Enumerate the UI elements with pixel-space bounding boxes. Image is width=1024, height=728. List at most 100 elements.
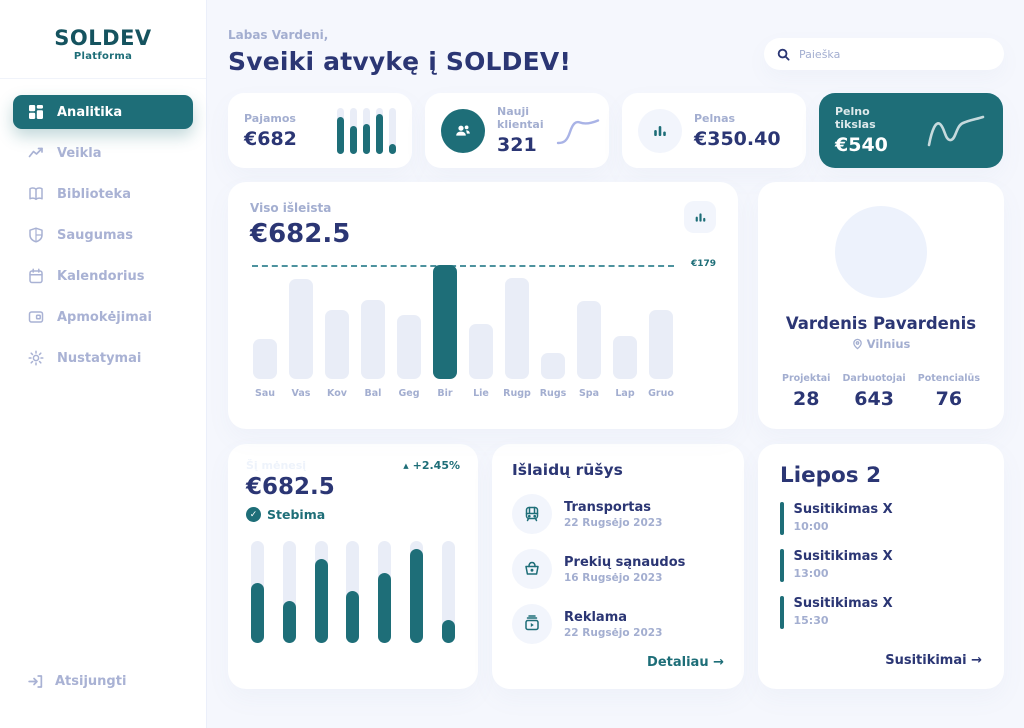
stat-card-row: Pajamos €682 Nauji klientai 321 — [228, 93, 1004, 168]
meeting-text: Susitikimas X 13:00 — [794, 549, 893, 582]
book-icon — [28, 186, 44, 202]
expense-item-reklama[interactable]: Reklama 22 Rugsėjo 2023 — [512, 604, 724, 644]
greeting-label: Labas Vardeni, — [228, 28, 329, 42]
logout-button[interactable]: Atsijungti — [27, 673, 126, 690]
monthly-spend-chart: €179 Sau Vas Kov Bal Geg Bir Lie Rugp Rugs Spa Lap… — [250, 259, 716, 417]
expenses-title: Išlaidų rūšys — [512, 461, 623, 479]
meeting-item-3[interactable]: Susitikimas X 15:30 — [780, 596, 982, 629]
stat-label: Pajamos — [244, 111, 296, 125]
ad-icon — [512, 604, 552, 644]
search-input[interactable] — [799, 47, 991, 61]
stat-text: Pelnas €350.40 — [694, 112, 790, 150]
brand-subtitle: Platforma — [73, 51, 133, 62]
stat-text: Pelno tikslas €540 — [835, 105, 913, 156]
pill-bar — [337, 107, 344, 154]
stat-card-nauji-klientai: Nauji klientai 321 — [425, 93, 609, 168]
search-icon — [777, 48, 790, 61]
pill-bar — [378, 541, 392, 643]
profile-stat-potencialus: Potencialūs 76 — [918, 373, 980, 410]
stat-label: Pelnas — [694, 111, 736, 125]
sidebar-item-nustatymai[interactable]: Nustatymai — [13, 341, 193, 375]
pill-bar — [376, 107, 383, 154]
meeting-name: Susitikimas X — [793, 596, 893, 611]
sidebar: SOLDEV Platforma Analitika — [0, 0, 207, 728]
clients-sparkline — [556, 114, 600, 148]
middle-row: Viso išleista €682.5 €179 Sau Vas Kov — [228, 182, 1004, 429]
sidebar-item-analitika[interactable]: Analitika — [13, 95, 193, 129]
sidebar-item-kalendorius[interactable]: Kalendorius — [13, 259, 193, 293]
stat-card-pelnas: Pelnas €350.40 — [622, 93, 806, 168]
stat-value: 643 — [854, 388, 894, 410]
goal-wave-sparkline — [925, 109, 987, 153]
sidebar-item-label: Nustatymai — [57, 350, 142, 366]
meeting-item-2[interactable]: Susitikimas X 13:00 — [780, 549, 982, 582]
meeting-time: 13:00 — [793, 567, 829, 580]
sidebar-item-saugumas[interactable]: Saugumas — [13, 218, 193, 252]
main-content: Labas Vardeni, Sveiki atvykę į SOLDEV! P… — [207, 0, 1024, 728]
profile-name: Vardenis Pavardenis — [785, 314, 977, 333]
shield-icon — [28, 227, 44, 243]
location-pin-icon — [852, 338, 863, 350]
expense-text: Reklama 22 Rugsėjo 2023 — [564, 610, 662, 639]
bar-chart-icon — [695, 212, 705, 222]
profile-stat-darbuotojai: Darbuotojai 643 — [843, 373, 906, 410]
avatar — [835, 206, 927, 298]
expense-item-prekiu-sanaudos[interactable]: Prekių sąnaudos 16 Rugsėjo 2023 — [512, 549, 724, 589]
month-summary-card: Šį mėnesį ▲ +2.45% €682.5 ✓ Stebima — [228, 444, 478, 689]
sidebar-item-apmokejimai[interactable]: Apmokėjimai — [13, 300, 193, 334]
meeting-accent-bar — [780, 596, 784, 629]
bar-bir: Bir — [432, 265, 458, 417]
users-icon — [441, 108, 485, 153]
meetings-card: Liepos 2 Susitikimas X 10:00 Susitikimas… — [758, 444, 1004, 689]
stat-text: Pajamos €682 — [244, 112, 325, 150]
spend-value: €682.5 — [250, 219, 351, 249]
month-pill-chart — [246, 541, 460, 643]
bar-chart-icon — [638, 108, 682, 153]
sidebar-item-label: Analitika — [57, 104, 123, 120]
location-text: Vilnius — [866, 337, 911, 351]
stat-value: 76 — [935, 388, 963, 410]
profile-card: Vardenis Pavardenis Vilnius Projektai 28 — [758, 182, 1004, 429]
month-value: €682.5 — [246, 474, 335, 500]
sidebar-nav: Analitika Veikla Bibliot — [0, 79, 206, 391]
expense-item-transportas[interactable]: Transportas 22 Rugsėjo 2023 — [512, 494, 724, 534]
expense-date: 22 Rugsėjo 2023 — [564, 626, 663, 639]
expense-text: Prekių sąnaudos 16 Rugsėjo 2023 — [564, 555, 685, 584]
meeting-accent-bar — [780, 549, 784, 582]
spend-header: Viso išleista €682.5 — [250, 201, 716, 249]
expense-title: Transportas — [564, 499, 651, 515]
sidebar-item-label: Saugumas — [57, 227, 134, 243]
pill-bar — [441, 541, 455, 643]
spend-chart-card: Viso išleista €682.5 €179 Sau Vas Kov — [228, 182, 738, 429]
basket-icon — [512, 549, 552, 589]
stat-card-pajamos: Pajamos €682 — [228, 93, 412, 168]
meeting-text: Susitikimas X 10:00 — [794, 502, 893, 535]
month-faint-label: Šį mėnesį — [246, 459, 307, 472]
meeting-name: Susitikimas X — [793, 549, 893, 564]
sidebar-item-label: Apmokėjimai — [57, 309, 152, 325]
trend-indicator: ▲ +2.45% — [403, 459, 460, 472]
meeting-time: 10:00 — [793, 520, 829, 533]
stat-label: Darbuotojai — [842, 373, 906, 384]
expenses-detail-link[interactable]: Detaliau → — [647, 655, 724, 670]
stat-text: Nauji klientai 321 — [497, 105, 544, 156]
expense-text: Transportas 22 Rugsėjo 2023 — [564, 500, 662, 529]
threshold-line — [252, 265, 674, 267]
bar-rugs: Rugs — [540, 265, 566, 417]
sidebar-item-biblioteka[interactable]: Biblioteka — [13, 177, 193, 211]
pill-bar — [346, 541, 360, 643]
sidebar-item-veikla[interactable]: Veikla — [13, 136, 193, 170]
bar-lie: Lie — [468, 265, 494, 417]
meeting-item-1[interactable]: Susitikimas X 10:00 — [780, 502, 982, 535]
page-title: Sveiki atvykę į SOLDEV! — [228, 47, 572, 76]
sidebar-item-label: Veikla — [57, 145, 102, 161]
chart-toggle-button[interactable] — [684, 201, 716, 233]
gear-icon — [28, 350, 44, 366]
meetings-link[interactable]: Susitikimai → — [885, 653, 982, 668]
bar-lap: Lap — [612, 265, 638, 417]
payments-icon — [28, 309, 44, 325]
pill-bar — [251, 541, 264, 643]
spend-text: Viso išleista €682.5 — [250, 201, 350, 249]
brand-name: SOLDEV — [54, 26, 152, 50]
